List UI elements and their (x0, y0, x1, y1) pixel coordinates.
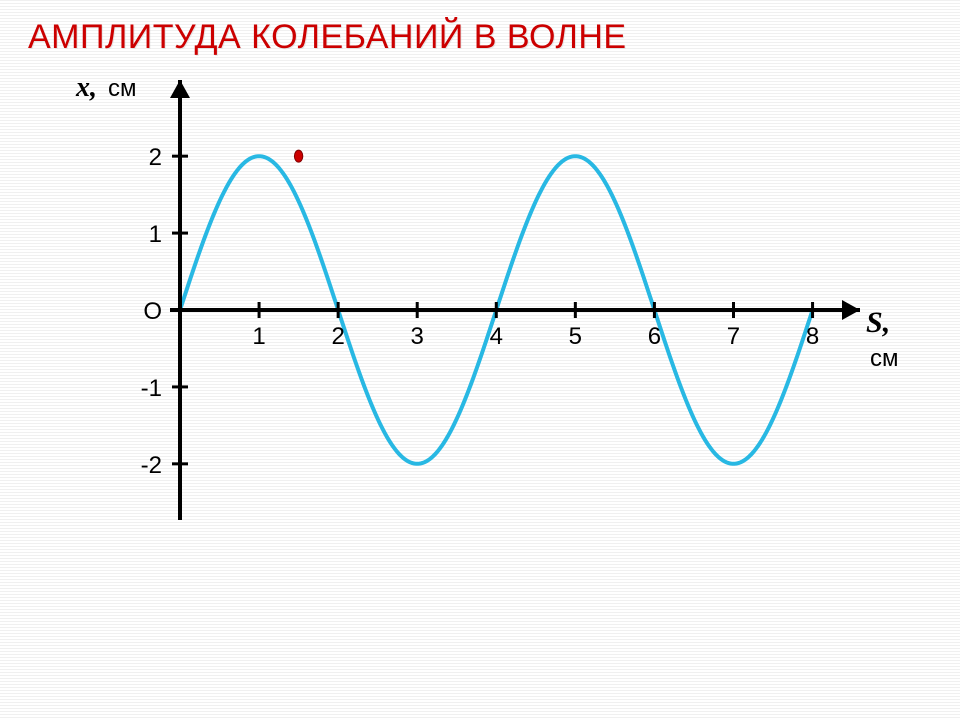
x-tick-label: 4 (490, 323, 503, 350)
x-tick-label: 2 (331, 323, 344, 350)
y-tick-label: -2 (141, 452, 162, 479)
slide-title: АМПЛИТУДА КОЛЕБАНИЙ В ВОЛНЕ (28, 18, 627, 57)
x-axis-label: S, см (866, 306, 900, 374)
x-tick-label: 6 (648, 323, 661, 350)
y-axis-arrowhead (170, 80, 190, 98)
x-tick-label: 5 (569, 323, 582, 350)
x-tick-label: 7 (727, 323, 740, 350)
y-tick-label: 2 (149, 144, 162, 171)
y-axis-unit: см (108, 75, 137, 102)
x-axis-unit: см (870, 345, 899, 372)
x-tick-label: 1 (252, 323, 265, 350)
x-axis-variable: S (866, 306, 883, 339)
amplitude-marker (294, 150, 302, 162)
x-tick-label: 8 (806, 323, 819, 350)
y-axis-variable: x (76, 72, 90, 103)
wave-chart: x, см 1 2 3 4 5 6 7 8 2 1 О -1 -2 S, см (70, 70, 900, 590)
y-axis-label: x, см (76, 72, 137, 104)
x-tick-label: 3 (411, 323, 424, 350)
y-tick-label: -1 (141, 375, 162, 402)
chart-svg: 1 2 3 4 5 6 7 8 2 1 О -1 -2 (70, 70, 900, 590)
y-tick-label: 1 (149, 221, 162, 248)
x-axis-arrowhead (842, 300, 860, 320)
y-tick-label: О (143, 298, 162, 325)
